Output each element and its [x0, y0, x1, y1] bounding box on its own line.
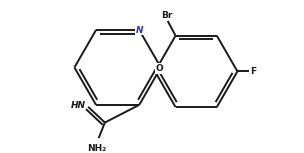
Text: N: N — [136, 26, 143, 35]
Text: HN: HN — [71, 101, 86, 110]
Text: O: O — [156, 64, 164, 73]
Text: Br: Br — [161, 11, 172, 20]
Text: F: F — [250, 67, 256, 76]
Text: NH₂: NH₂ — [87, 144, 107, 153]
